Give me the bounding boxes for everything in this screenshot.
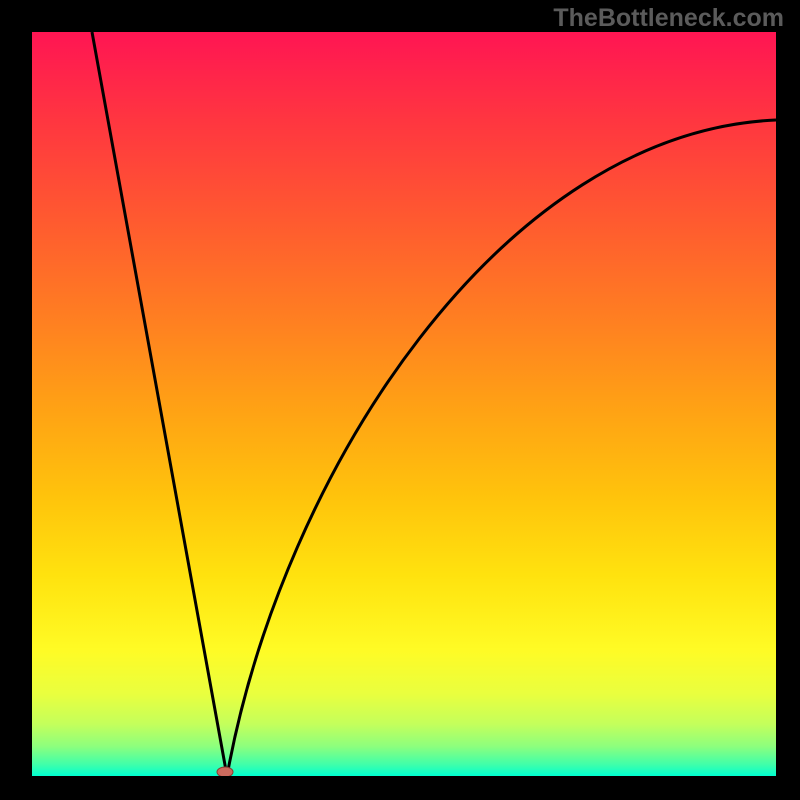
chart-container: TheBottleneck.com (0, 0, 800, 800)
plot-area (32, 32, 776, 776)
watermark-text: TheBottleneck.com (553, 4, 784, 33)
minimum-marker (217, 767, 233, 776)
